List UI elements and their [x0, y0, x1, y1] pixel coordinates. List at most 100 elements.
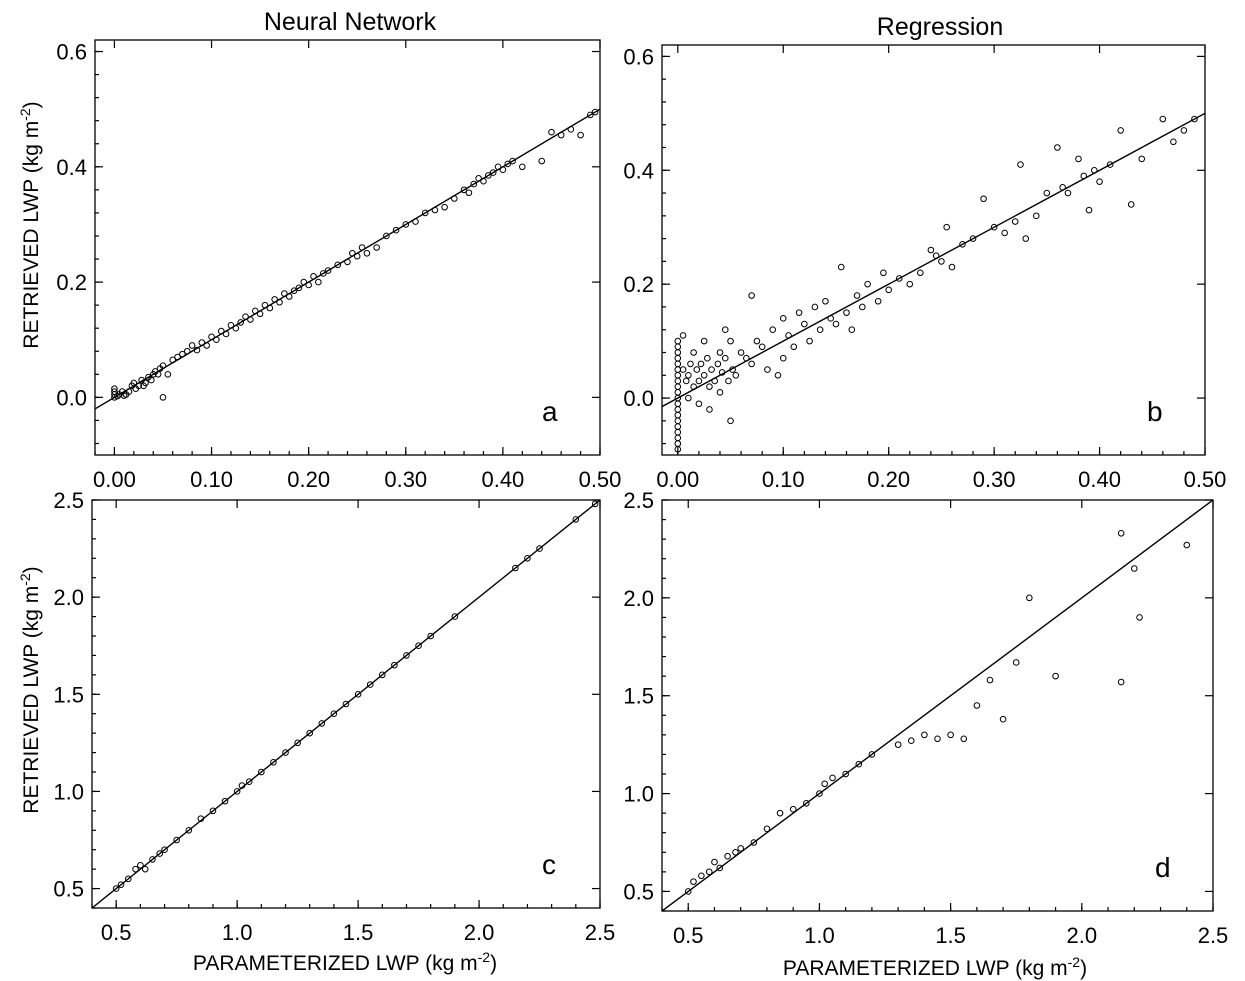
x-tick-label: 1.5 [935, 923, 966, 948]
data-point [1085, 206, 1093, 214]
data-point [1138, 155, 1146, 163]
data-point [173, 836, 180, 844]
x-tick-label: 0.40 [481, 467, 524, 492]
plot-area-d [662, 500, 1213, 911]
data-point [674, 343, 682, 351]
data-point [938, 258, 945, 265]
x-tick-label: 0.20 [867, 467, 910, 492]
data-point [290, 287, 298, 295]
data-point [700, 337, 708, 345]
y-tick-label: 0.4 [56, 155, 87, 180]
data-point [880, 269, 887, 277]
panel-b: 0.00 0.10 0.20 0.30 0.40 0.50 0.0 0.2 0.4 0.6 b [623, 44, 1226, 492]
data-point [1075, 155, 1082, 163]
data-point [258, 768, 265, 776]
data-point [685, 371, 692, 379]
data-point [174, 353, 181, 361]
data-point [816, 790, 823, 797]
x-tick-label: 0.10 [190, 467, 233, 492]
panel-letter-a: a [542, 396, 558, 427]
data-point [154, 371, 162, 378]
y-tick-label: 1.5 [623, 684, 654, 709]
y-tick-label: 0.0 [623, 386, 654, 411]
data-point [305, 281, 312, 289]
data-point [431, 206, 439, 214]
data-point [285, 293, 293, 300]
data-point [895, 275, 903, 282]
data-point [159, 394, 167, 401]
data-point [577, 131, 584, 139]
data-point [354, 690, 362, 698]
data-point [319, 270, 327, 277]
data-point [366, 681, 374, 688]
data-point [674, 371, 682, 379]
x-tick-label: 2.5 [585, 920, 616, 945]
data-point [921, 731, 928, 739]
data-point [874, 297, 882, 305]
data-point [344, 258, 351, 266]
data-point [960, 735, 968, 743]
data-point [679, 366, 687, 373]
data-point [842, 770, 849, 778]
column-title-regression: Regression [877, 13, 1003, 41]
data-point [188, 342, 196, 349]
data-point [1136, 614, 1143, 621]
plot-frame-a [94, 39, 601, 456]
data-point [233, 788, 241, 795]
data-point [948, 263, 956, 271]
data-point [674, 383, 682, 390]
data-point [1033, 212, 1040, 220]
data-point [864, 280, 871, 288]
data-point [315, 278, 322, 286]
data-point [674, 389, 682, 396]
data-point [557, 131, 565, 139]
data-point [711, 377, 719, 385]
data-point [270, 758, 277, 766]
data-point [779, 354, 787, 362]
data-point [161, 846, 168, 854]
data-point [318, 720, 326, 727]
x-tick-label: 0.00 [93, 467, 136, 492]
data-point [524, 554, 531, 562]
data-point [816, 326, 824, 334]
data-point [822, 297, 829, 305]
data-point [674, 423, 682, 430]
data-point [732, 848, 739, 856]
data-point [245, 778, 253, 786]
data-point [932, 252, 940, 259]
data-point [591, 500, 599, 508]
data-point [695, 377, 703, 385]
panel-a: 0.00 0.10 0.20 0.30 0.40 0.50 0.0 0.2 0.4 0.6 a [56, 39, 621, 492]
data-point [209, 807, 217, 815]
column-title-neural-network: Neural Network [264, 8, 437, 36]
data-point [674, 411, 682, 419]
plot-area-c [92, 500, 600, 908]
data-point [117, 881, 125, 888]
x-tick-label: 0.20 [287, 467, 330, 492]
data-point [674, 366, 682, 373]
data-point [586, 111, 594, 119]
data-point [885, 286, 892, 294]
data-point [282, 749, 289, 756]
data-point [697, 360, 705, 368]
data-point [999, 715, 1007, 723]
data-point [149, 856, 156, 863]
fit-line-b [662, 112, 1205, 408]
data-point [803, 800, 810, 807]
data-point [973, 702, 981, 709]
y-tick-label: 0.4 [623, 158, 654, 183]
data-point [392, 226, 400, 234]
data-point [868, 751, 876, 758]
data-point [227, 322, 235, 329]
data-point [674, 406, 682, 413]
data-point [373, 244, 380, 251]
plot-area-b [662, 112, 1205, 453]
plot-frame-c [91, 499, 601, 909]
data-point [693, 366, 701, 373]
data-point [378, 671, 386, 679]
y-tick-label: 2.0 [623, 586, 654, 611]
data-point [217, 327, 225, 335]
data-point [114, 392, 121, 400]
data-point [906, 280, 914, 288]
data-point [334, 261, 342, 269]
